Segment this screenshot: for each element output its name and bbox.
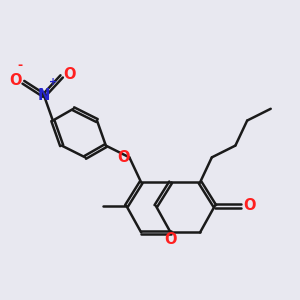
Text: O: O	[243, 198, 255, 213]
Text: O: O	[164, 232, 177, 247]
Text: +: +	[49, 77, 57, 87]
Text: O: O	[9, 73, 22, 88]
Text: O: O	[63, 68, 76, 82]
Text: N: N	[38, 88, 50, 103]
Text: -: -	[17, 59, 22, 72]
Text: O: O	[117, 150, 129, 165]
